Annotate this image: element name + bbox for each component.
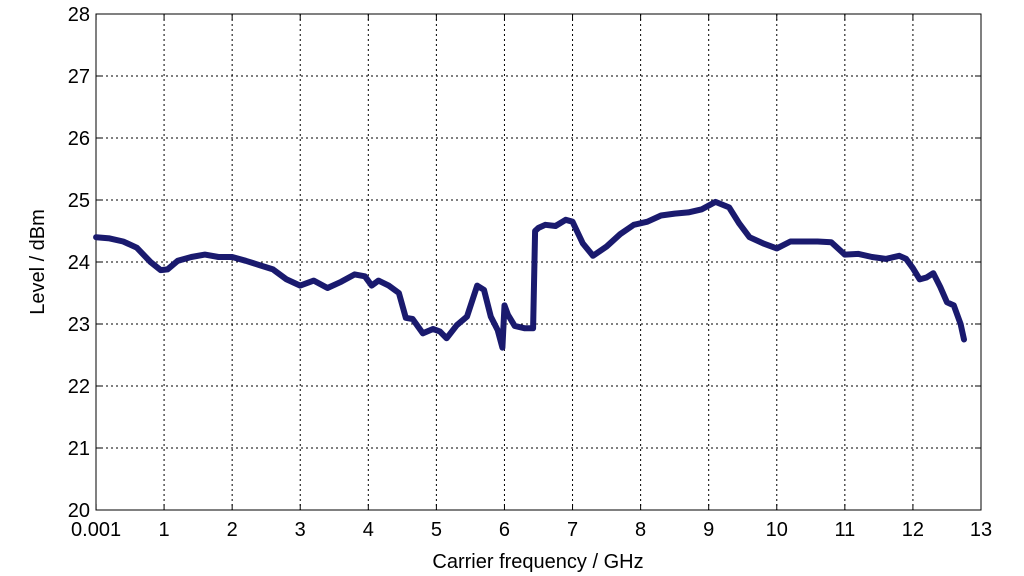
y-tick-label: 25	[68, 190, 90, 212]
y-tick-label: 23	[68, 314, 90, 336]
x-tick-label: 6	[499, 519, 510, 541]
x-tick-label: 8	[635, 519, 646, 541]
y-tick-label: 27	[68, 66, 90, 88]
x-tick-label: 7	[567, 519, 578, 541]
x-tick-label: 12	[902, 519, 924, 541]
y-tick-label: 20	[68, 500, 90, 522]
x-tick-label: 9	[703, 519, 714, 541]
x-tick-label: 3	[295, 519, 306, 541]
x-tick-label: 11	[834, 519, 855, 541]
x-tick-label: 0.001	[71, 519, 121, 541]
x-tick-label: 4	[363, 519, 374, 541]
y-tick-label: 26	[68, 128, 90, 150]
y-tick-label: 21	[68, 438, 90, 460]
x-tick-label: 10	[766, 519, 788, 541]
y-axis-label: Level / dBm	[27, 209, 49, 315]
y-tick-label: 24	[68, 252, 90, 274]
x-tick-label: 2	[227, 519, 238, 541]
y-tick-label: 22	[68, 376, 90, 398]
series-layer	[93, 198, 967, 351]
x-tick-label: 1	[159, 519, 170, 541]
x-axis-label: Carrier frequency / GHz	[432, 551, 643, 573]
x-tick-label: 13	[970, 519, 992, 541]
x-tick-label: 5	[431, 519, 442, 541]
y-tick-label: 28	[68, 4, 90, 26]
plot-area	[96, 14, 981, 510]
series-line	[93, 198, 967, 351]
